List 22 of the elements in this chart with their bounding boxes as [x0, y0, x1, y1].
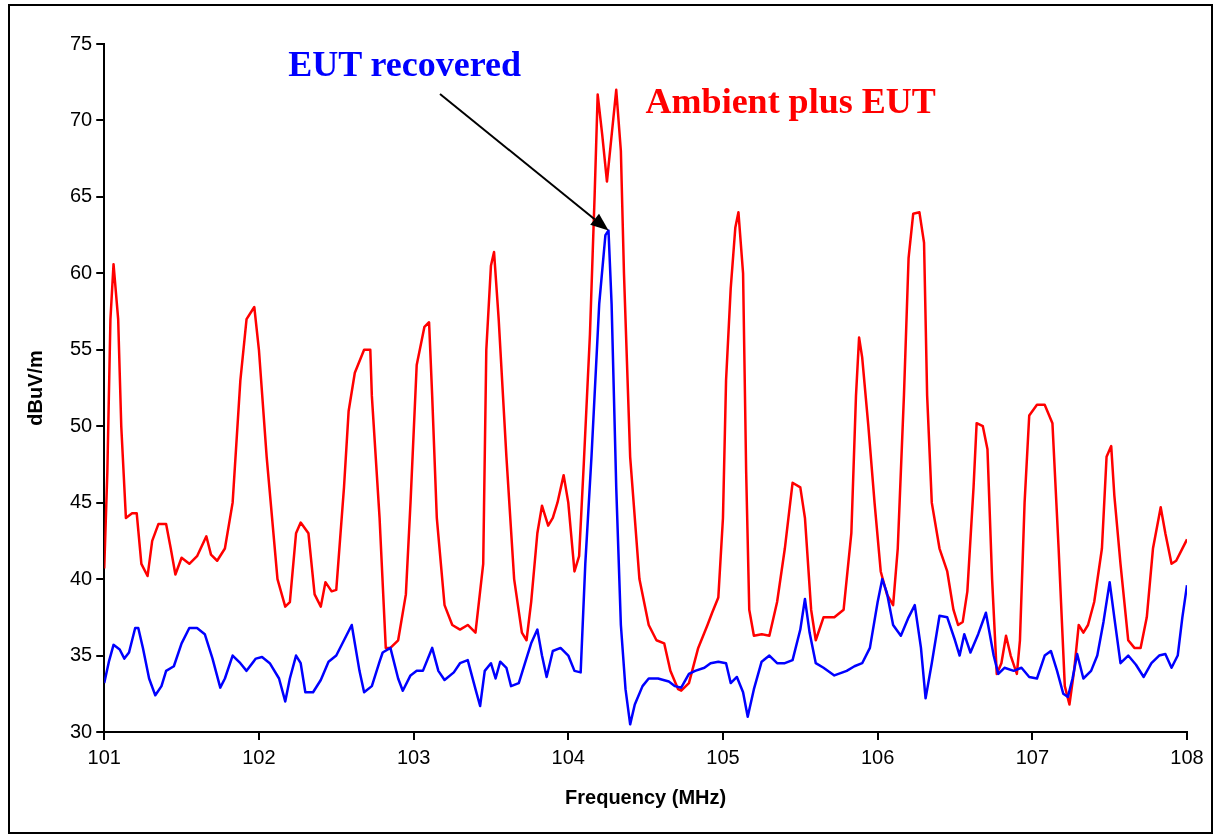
x-tick-label: 101	[87, 745, 121, 768]
series-label: Ambient plus EUT	[645, 81, 936, 122]
x-tick-label: 102	[242, 745, 276, 768]
y-axis-title: dBuV/m	[23, 350, 46, 426]
x-tick-label: 106	[860, 745, 895, 768]
y-tick-label: 40	[70, 566, 93, 589]
y-tick-label: 50	[70, 413, 93, 436]
x-tick-label: 104	[551, 745, 585, 768]
y-tick-label: 45	[70, 490, 93, 513]
y-tick-label: 30	[70, 719, 93, 742]
y-tick-label: 75	[70, 31, 93, 54]
x-tick-label: 103	[396, 745, 431, 768]
x-axis-title: Frequency (MHz)	[565, 785, 727, 808]
y-tick-label: 65	[70, 184, 93, 207]
text: EUT recovered	[288, 44, 522, 85]
y-tick-label: 70	[70, 107, 93, 130]
y-tick-label: 55	[70, 337, 93, 360]
x-tick-label: 107	[1015, 745, 1050, 768]
x-tick-label: 105	[706, 745, 740, 768]
x-tick-label: 108	[1170, 745, 1204, 768]
y-tick-label: 60	[70, 260, 93, 283]
y-tick-label: 35	[70, 643, 93, 666]
